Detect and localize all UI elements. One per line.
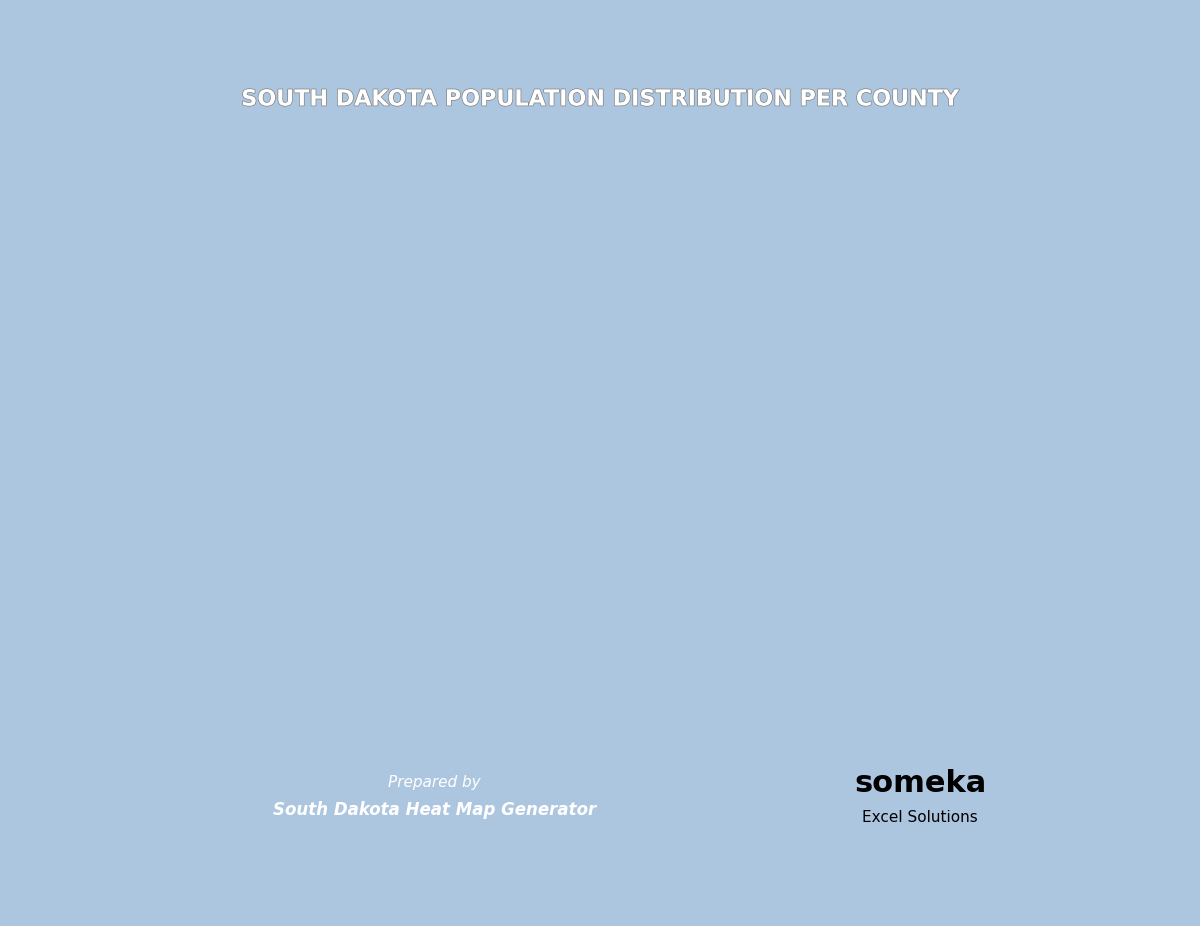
Text: South Dakota Heat Map Generator: South Dakota Heat Map Generator [272, 801, 596, 820]
Text: SOUTH DAKOTA POPULATION DISTRIBUTION PER COUNTY: SOUTH DAKOTA POPULATION DISTRIBUTION PER… [241, 90, 959, 109]
Text: Prepared by: Prepared by [388, 775, 481, 790]
